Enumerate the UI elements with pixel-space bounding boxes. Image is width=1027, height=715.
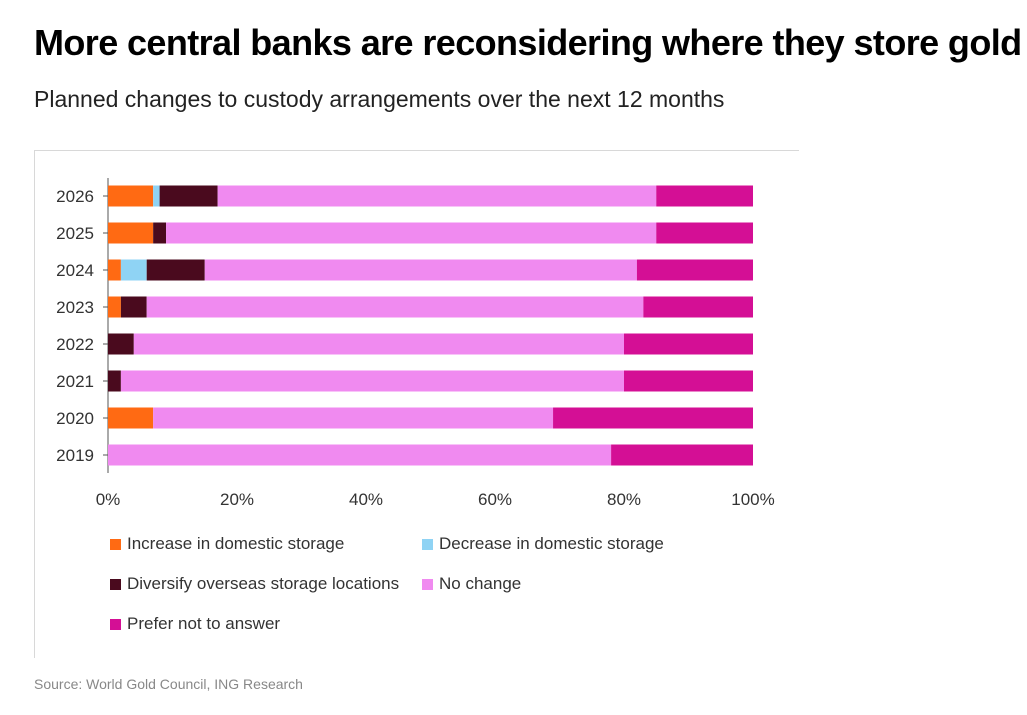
x-tick-label: 0% [96, 490, 121, 509]
y-tick-label: 2020 [56, 409, 94, 428]
page-subtitle: Planned changes to custody arrangements … [34, 86, 725, 112]
bar-segment [643, 296, 753, 318]
source-note: Source: World Gold Council, ING Research [34, 676, 303, 692]
bar-segment [217, 185, 657, 207]
legend-item-no-change: No change [422, 574, 521, 594]
legend-label: Prefer not to answer [127, 614, 281, 633]
legend-swatch [422, 578, 433, 590]
bar-segment [120, 259, 147, 281]
bar-segment [159, 185, 218, 207]
bar-segment [153, 407, 554, 429]
bar-segment [656, 222, 753, 244]
bar-segment [204, 259, 637, 281]
stacked-bar-chart: 2026 2025 2024 2023 2022 2021 2020 2019 0% 20% 40%… [56, 178, 775, 509]
bar-segment [108, 296, 121, 318]
bar-segment [120, 296, 147, 318]
legend-swatch [422, 538, 433, 550]
bar-segment [636, 259, 753, 281]
y-tick-label: 2026 [56, 187, 94, 206]
x-tick-label: 40% [349, 490, 383, 509]
bar-segment [108, 259, 121, 281]
legend-label: No change [439, 574, 522, 593]
bar-segment [624, 370, 753, 392]
x-tick-label: 80% [607, 490, 641, 509]
legend-item-decrease: Decrease in domestic storage [422, 534, 664, 554]
x-tick-label: 20% [220, 490, 254, 509]
bar-segment [133, 333, 625, 355]
bar-segment [108, 370, 121, 392]
y-tick-label: 2019 [56, 446, 94, 465]
bar-segment [120, 370, 625, 392]
bar-segment [656, 185, 753, 207]
legend-item-diversify: Diversify overseas storage locations [110, 574, 399, 594]
bar-segment [611, 444, 753, 466]
bar-segment [153, 185, 160, 207]
x-tick-label: 100% [731, 490, 774, 509]
bar-segment [108, 222, 154, 244]
legend-item-prefer-not: Prefer not to answer [110, 614, 280, 634]
chart-frame: 2026 2025 2024 2023 2022 2021 2020 2019 0% 20% 40%… [34, 150, 799, 658]
legend-label: Decrease in domestic storage [439, 534, 664, 553]
y-tick-label: 2025 [56, 224, 94, 243]
y-tick-label: 2024 [56, 261, 94, 280]
legend-swatch [110, 578, 121, 590]
bar-segment [146, 296, 644, 318]
y-tick-label: 2023 [56, 298, 94, 317]
bar-segment [166, 222, 657, 244]
bar-segment [146, 259, 205, 281]
bar-segment [108, 444, 612, 466]
x-tick-label: 60% [478, 490, 512, 509]
bar-segment [624, 333, 753, 355]
bar-segment [553, 407, 753, 429]
bar-segment [108, 333, 134, 355]
page-title: More central banks are reconsidering whe… [34, 22, 1022, 63]
legend-label: Diversify overseas storage locations [127, 574, 400, 593]
bar-segment [108, 407, 154, 429]
legend-item-increase: Increase in domestic storage [110, 534, 344, 554]
legend-swatch [110, 538, 121, 550]
legend-swatch [110, 618, 121, 630]
y-tick-label: 2021 [56, 372, 94, 391]
bar-segment [108, 185, 154, 207]
legend-label: Increase in domestic storage [127, 534, 345, 553]
y-tick-label: 2022 [56, 335, 94, 354]
bar-segment [153, 222, 167, 244]
